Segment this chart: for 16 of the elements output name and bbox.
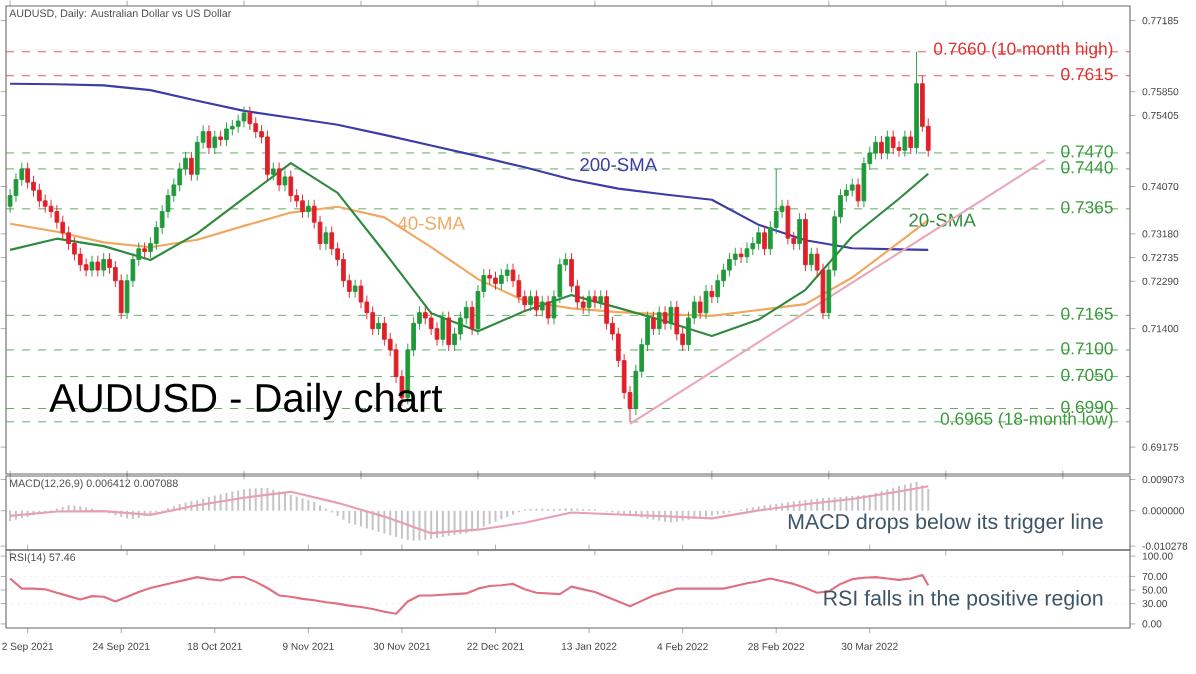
ref-line-label: 0.7440	[1061, 161, 1113, 174]
text: AUDUSD - Daily chart	[49, 382, 443, 421]
series-label: 40-SMA	[397, 216, 465, 230]
ref-line-label: 0.7365	[1061, 201, 1113, 214]
ref-line-label: 0.7165	[1061, 307, 1113, 320]
annotation: MACD drops below its trigger line	[788, 513, 1103, 534]
ref-line-label: 0.7615	[1061, 68, 1113, 81]
ref-line-label: 0.7050	[1061, 368, 1113, 382]
series-label: 20-SMA	[909, 213, 976, 227]
ref-line-label: 0.6990	[1061, 400, 1113, 414]
series-label: 200-SMA	[580, 158, 658, 172]
ref-line-label: 0.7660 (10-month high)	[934, 42, 1113, 59]
ref-line-label: 0.6965 (18-month low)	[940, 412, 1113, 429]
annotation: RSI falls in the positive region	[824, 589, 1103, 610]
ref-line-label: 0.7100	[1061, 342, 1113, 355]
ref-line-label: 0.7470	[1061, 145, 1113, 158]
